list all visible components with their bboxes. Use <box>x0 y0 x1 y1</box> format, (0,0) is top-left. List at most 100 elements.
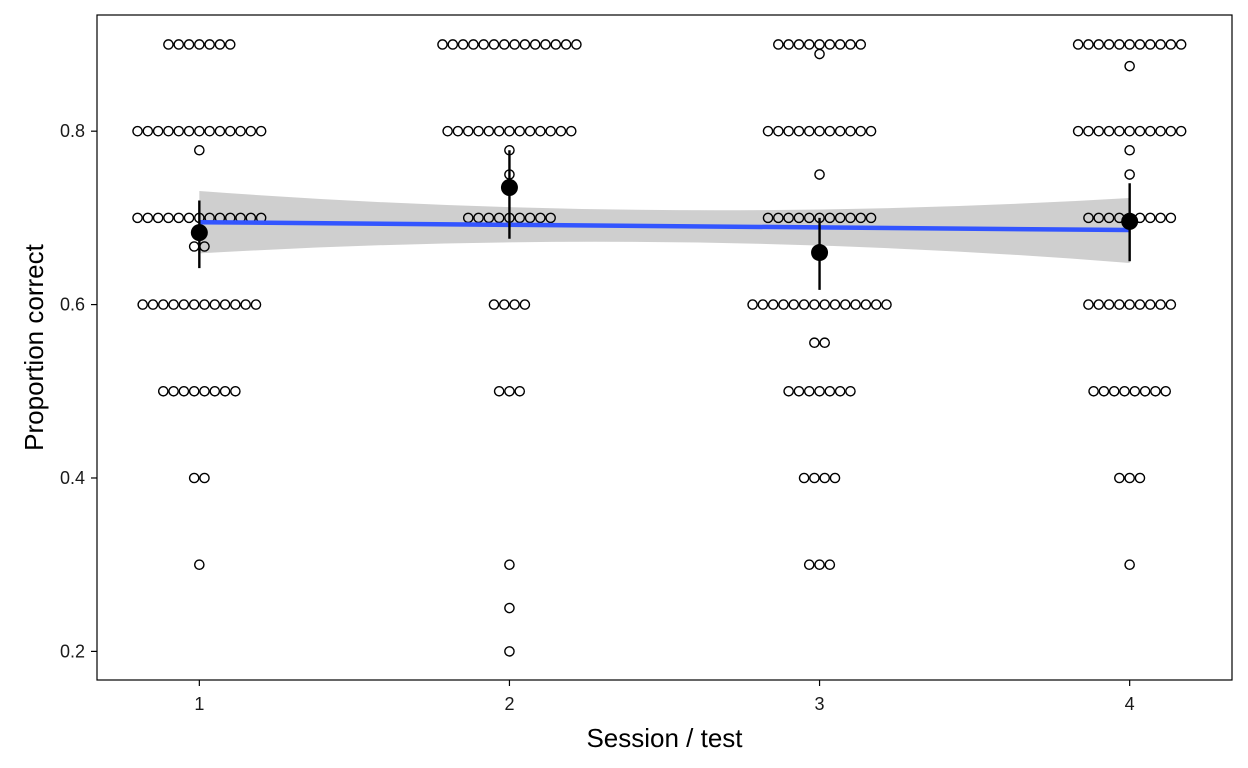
data-point <box>132 212 143 224</box>
data-point <box>555 125 567 137</box>
data-point <box>152 125 164 137</box>
data-point <box>1165 299 1177 310</box>
data-point <box>498 299 510 310</box>
data-point <box>524 125 536 137</box>
data-point <box>809 337 820 349</box>
data-point <box>1124 169 1135 180</box>
data-point <box>447 39 459 50</box>
data-point <box>757 299 769 310</box>
data-point <box>834 125 846 137</box>
data-point <box>504 559 515 570</box>
data-point <box>137 299 148 310</box>
data-point <box>142 125 154 137</box>
data-point <box>519 299 531 310</box>
data-point <box>824 385 836 397</box>
data-point <box>550 39 562 50</box>
x-tick-label: 1 <box>194 694 204 714</box>
data-point <box>1103 299 1115 310</box>
data-point <box>762 125 774 137</box>
data-point <box>840 299 851 310</box>
data-point <box>1144 39 1156 50</box>
data-point <box>240 299 251 310</box>
data-point <box>1093 39 1105 50</box>
data-point <box>1093 212 1105 224</box>
mean-point <box>811 244 829 262</box>
data-point <box>1108 385 1120 397</box>
data-point <box>1088 385 1099 397</box>
data-point <box>168 385 179 397</box>
data-point <box>1124 472 1135 484</box>
data-point <box>1124 39 1135 50</box>
data-point <box>1165 39 1177 50</box>
data-point <box>1134 472 1146 484</box>
data-point <box>1165 212 1177 224</box>
data-point <box>173 212 185 224</box>
data-point <box>1083 125 1094 137</box>
data-point <box>504 602 515 614</box>
data-point <box>468 39 479 50</box>
data-point <box>514 385 526 397</box>
data-point <box>819 299 831 310</box>
data-point <box>1124 559 1135 570</box>
data-point <box>1124 60 1135 72</box>
data-point <box>1155 39 1166 50</box>
data-point <box>1098 385 1110 397</box>
data-point <box>798 472 810 484</box>
data-point <box>488 299 500 310</box>
data-point <box>214 39 226 50</box>
data-point <box>809 299 820 310</box>
data-point <box>214 125 226 137</box>
data-point <box>1134 125 1146 137</box>
data-point <box>803 385 815 397</box>
data-point <box>1144 299 1156 310</box>
data-point <box>457 39 469 50</box>
data-point <box>188 472 200 484</box>
data-point <box>514 125 526 137</box>
data-point <box>773 39 784 50</box>
data-point <box>194 144 205 156</box>
x-axis-ticks: 1 2 3 4 <box>194 680 1135 714</box>
data-point <box>824 212 836 224</box>
data-point <box>783 212 794 224</box>
y-tick-label: 0.4 <box>60 468 85 488</box>
data-point <box>814 169 825 180</box>
data-point <box>199 472 210 484</box>
mean-point <box>1121 212 1139 230</box>
data-point <box>803 125 815 137</box>
data-point <box>819 472 831 484</box>
data-point <box>773 212 784 224</box>
data-point <box>834 212 846 224</box>
data-point <box>250 299 262 310</box>
data-point <box>1083 299 1094 310</box>
data-point <box>783 39 794 50</box>
data-point <box>1134 299 1146 310</box>
data-point <box>194 125 205 137</box>
data-point <box>865 212 877 224</box>
data-point <box>1155 125 1166 137</box>
data-point <box>1093 125 1105 137</box>
data-point <box>845 385 856 397</box>
data-point <box>219 299 231 310</box>
mean-point <box>190 224 208 242</box>
data-point <box>845 125 856 137</box>
data-point <box>230 385 241 397</box>
data-point <box>1083 39 1094 50</box>
data-point <box>483 125 495 137</box>
data-point <box>793 212 805 224</box>
data-point <box>1165 125 1177 137</box>
data-point <box>565 125 577 137</box>
data-point <box>814 385 825 397</box>
data-point <box>157 299 169 310</box>
data-point <box>199 299 210 310</box>
x-tick-label: 2 <box>504 694 514 714</box>
data-point <box>204 39 215 50</box>
data-point <box>1160 385 1172 397</box>
data-point <box>462 125 474 137</box>
data-point <box>529 39 541 50</box>
data-point <box>188 241 200 252</box>
data-point <box>224 125 236 137</box>
data-point <box>1103 212 1115 224</box>
data-point <box>803 212 815 224</box>
data-point <box>488 39 500 50</box>
